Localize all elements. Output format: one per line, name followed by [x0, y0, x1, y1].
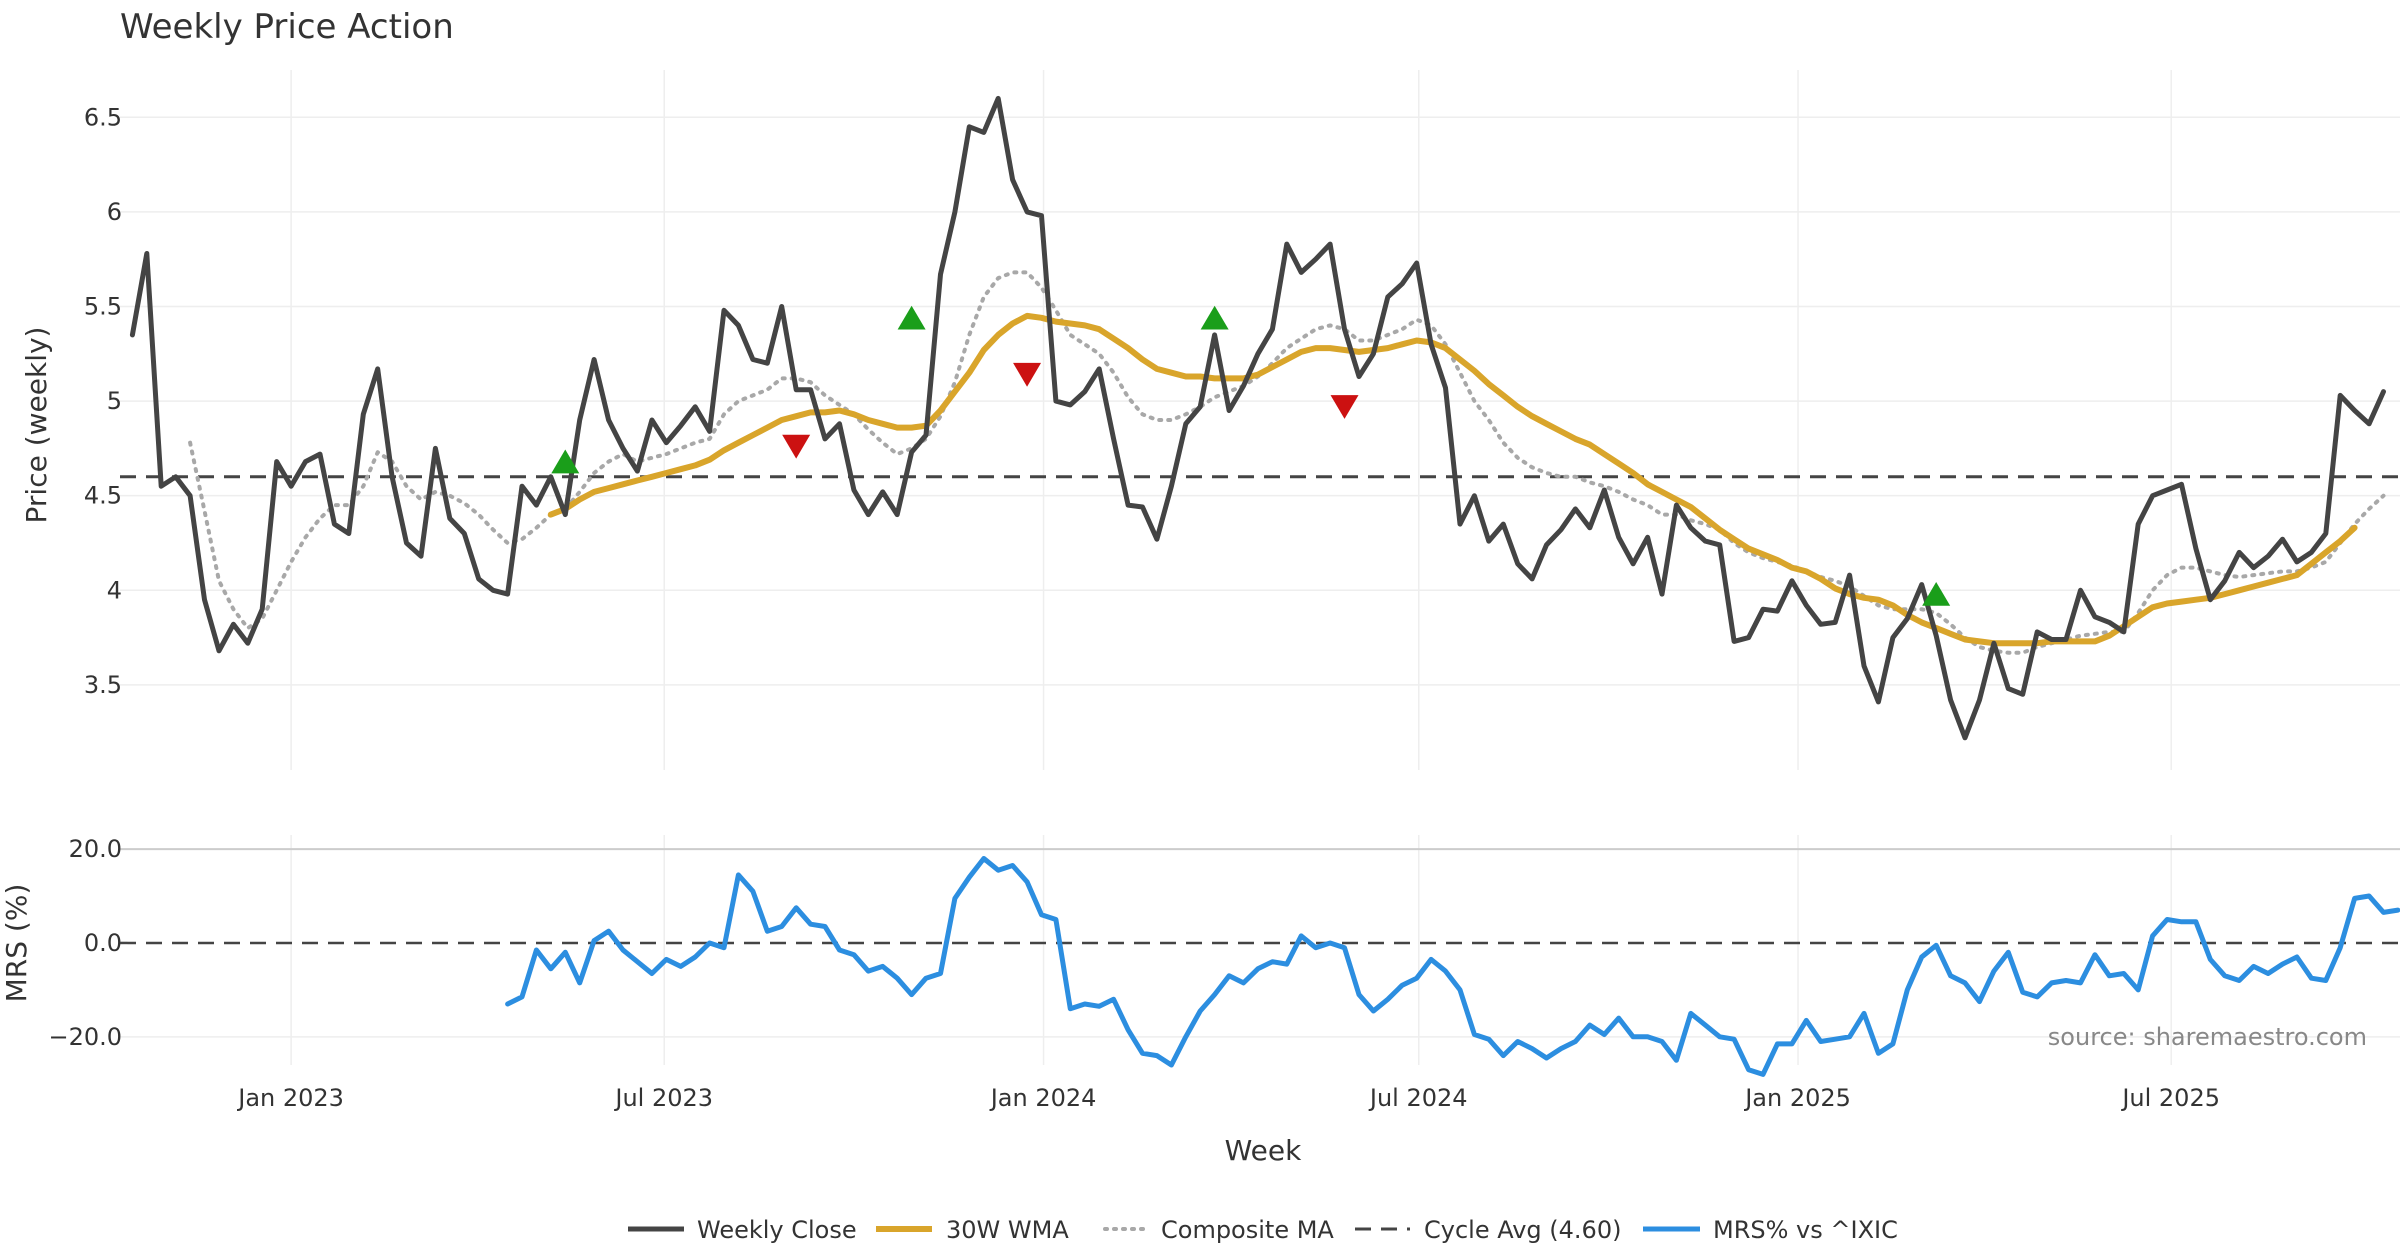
buy-signal-marker: [1200, 305, 1229, 330]
chart-title: Weekly Price Action: [120, 7, 454, 47]
x-axis-label: Week: [1225, 1134, 1302, 1167]
legend-label-cycle-avg: Cycle Avg (4.60): [1424, 1216, 1621, 1244]
legend: Weekly Close 30W WMA Composite MA Cycle …: [628, 1216, 1898, 1244]
price-y-ticks: 3.5 4 4.5 5 5.5 6 6.5: [84, 103, 122, 699]
mrs-series-group: [120, 856, 2400, 1077]
x-tick-label: Jan 2024: [989, 1084, 1097, 1112]
mrs-y-tick-label: 20.0: [69, 835, 122, 863]
price-y-tick-label: 5.5: [84, 292, 122, 320]
buy-signal-marker: [897, 305, 926, 330]
price-y-tick-label: 6.5: [84, 103, 122, 131]
price-y-tick-label: 6: [107, 198, 122, 226]
price-y-axis-label: Price (weekly): [20, 327, 53, 524]
mrs-y-tick-label: −20.0: [48, 1023, 122, 1051]
legend-label-wma-30w: 30W WMA: [946, 1216, 1069, 1244]
sell-signal-marker: [782, 434, 811, 459]
x-tick-label: Jul 2025: [2120, 1084, 2220, 1112]
mrs-y-tick-label: 0.0: [84, 929, 122, 957]
price-series-group: [120, 95, 2400, 741]
signal-markers: [551, 305, 1951, 606]
x-tick-label: Jul 2023: [613, 1084, 713, 1112]
sell-signal-marker: [1013, 362, 1042, 387]
price-y-tick-label: 4: [107, 576, 122, 604]
x-tick-label: Jan 2025: [1743, 1084, 1851, 1112]
legend-label-mrs: MRS% vs ^IXIC: [1713, 1216, 1898, 1244]
buy-signal-marker: [551, 449, 580, 474]
mrs-grid: [120, 835, 2400, 1065]
weekly-close-line: [129, 95, 2386, 741]
composite-ma-line: [188, 270, 2386, 655]
x-tick-label: Jan 2023: [236, 1084, 344, 1112]
mrs-y-axis-label: MRS (%): [0, 884, 33, 1003]
price-grid: [120, 70, 2400, 770]
mrs-line: [505, 856, 2400, 1077]
legend-label-weekly-close: Weekly Close: [697, 1216, 857, 1244]
legend-label-composite-ma: Composite MA: [1161, 1216, 1334, 1244]
price-y-tick-label: 4.5: [84, 482, 122, 510]
price-y-tick-label: 5: [107, 387, 122, 415]
mrs-y-ticks: −20.0 0.0 20.0: [48, 835, 122, 1051]
buy-signal-marker: [1922, 581, 1951, 606]
x-axis-ticks: Jan 2023 Jul 2023 Jan 2024 Jul 2024 Jan 2025…: [236, 1084, 2220, 1112]
x-tick-label: Jul 2024: [1368, 1084, 1468, 1112]
sell-signal-marker: [1330, 395, 1359, 419]
price-y-tick-label: 3.5: [84, 671, 122, 699]
source-note: source: sharemaestro.com: [2048, 1023, 2367, 1051]
